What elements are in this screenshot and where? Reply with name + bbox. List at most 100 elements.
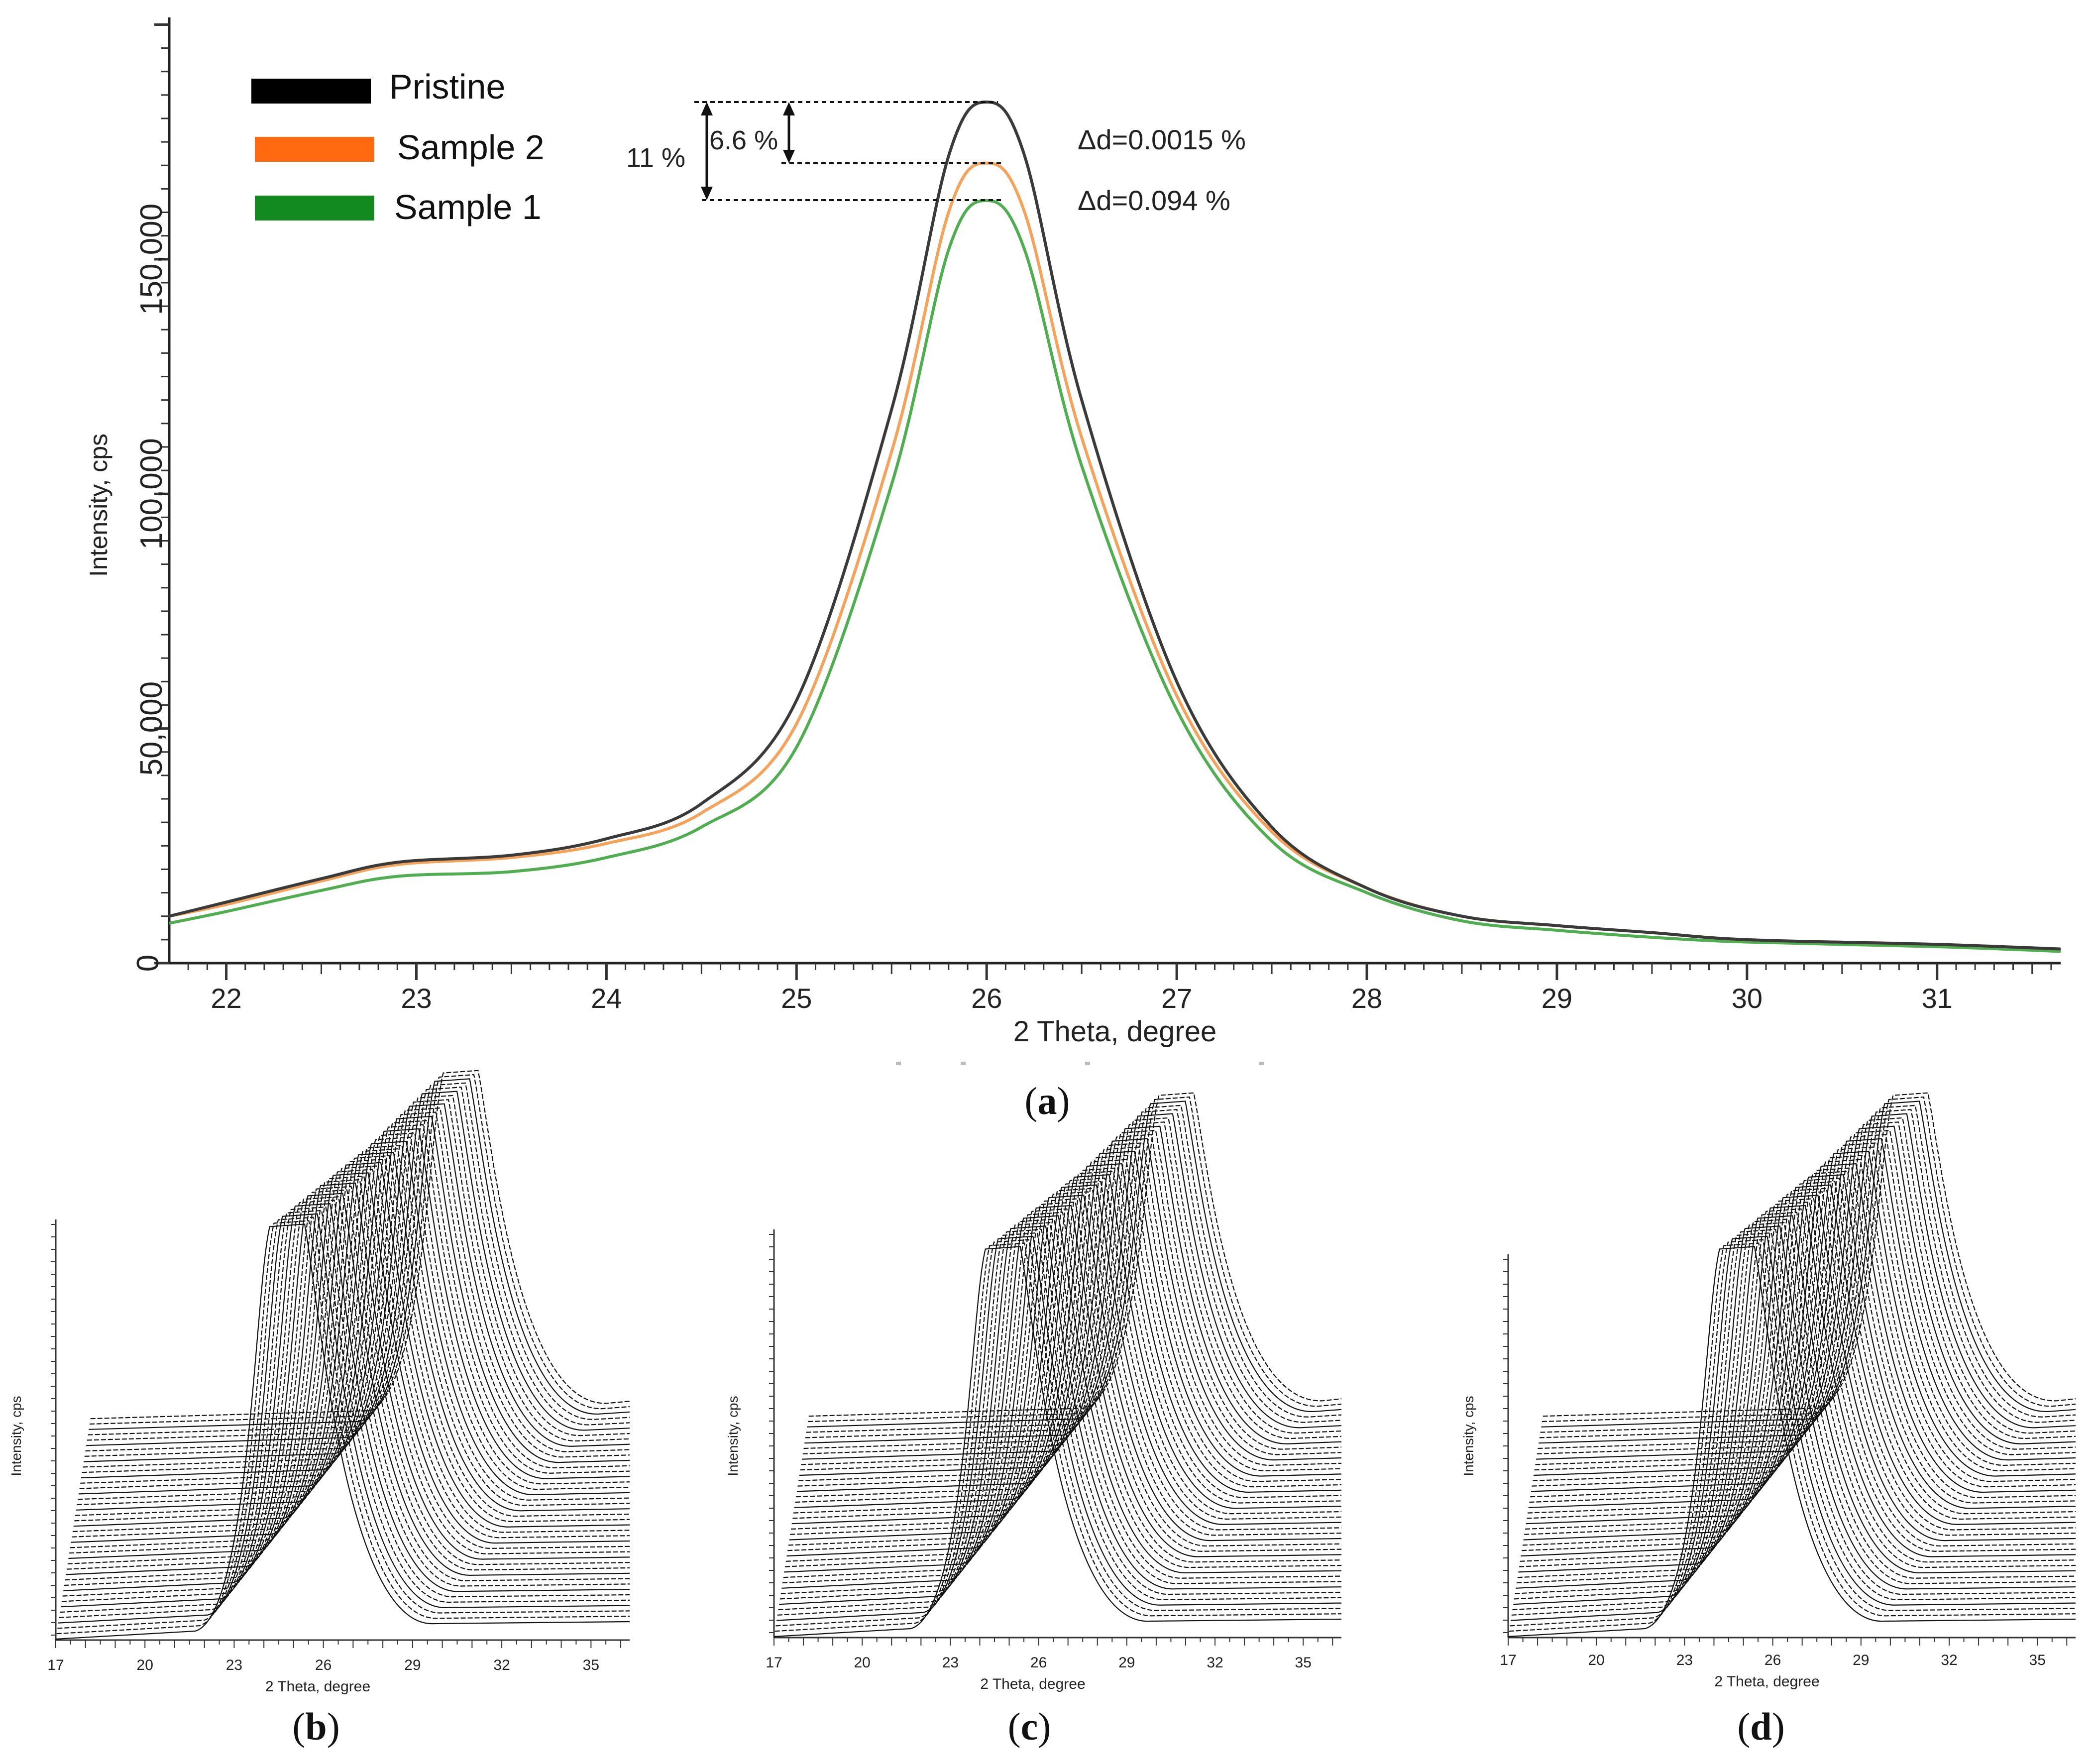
scan-trace (795, 1159, 1342, 1503)
arrow-outer-head-up (701, 102, 713, 115)
scan-trace (1533, 1138, 2076, 1476)
x-tick-label: 35 (1295, 1654, 1312, 1671)
x-axis-title: 2 Theta, degree (265, 1678, 370, 1695)
scan-trace (789, 1184, 1342, 1541)
scan-trace (778, 1228, 1342, 1611)
x-tick-label: 28 (1351, 983, 1382, 1014)
scan-trace (84, 1103, 630, 1462)
arrow-inner-head-up (783, 102, 795, 115)
arrow-outer-head-down (701, 187, 713, 200)
scan-trace (805, 1109, 1342, 1438)
scan-trace (1528, 1163, 2076, 1508)
series-line-sample-1 (169, 199, 2061, 953)
scan-trace (785, 1198, 1342, 1562)
panel-a-x-minor-ticks (187, 963, 2052, 980)
caption-a-letter: a (1038, 1079, 1057, 1122)
scan-trace (1529, 1159, 2076, 1503)
scan-trace (87, 1087, 630, 1441)
scan-trace (801, 1129, 1342, 1465)
caption-d: (d) (1737, 1705, 1784, 1748)
x-tick-label: 35 (583, 1657, 599, 1673)
scan-trace (798, 1142, 1342, 1481)
scan-trace (1541, 1101, 2076, 1428)
scan-trace (55, 1223, 630, 1640)
panel-a-chart: 0 50,000 100,000 150,000 22 23 24 25 26 27 28 29 30… (85, 17, 2061, 1065)
scan-trace (1533, 1142, 2076, 1481)
y-axis-title: Intensity, cps (1461, 1396, 1476, 1476)
scan-trace (75, 1145, 630, 1516)
x-axis-title: 2 Theta, degree (980, 1676, 1085, 1692)
scan-trace (77, 1136, 630, 1506)
scan-trace (788, 1188, 1342, 1546)
scan-trace (67, 1175, 630, 1564)
series-line-sample-2 (169, 161, 2061, 951)
y-tick-label: 100,000 (134, 438, 169, 550)
scan-trace (1522, 1188, 2076, 1546)
scan-trace (76, 1140, 630, 1511)
scan-trace (82, 1111, 630, 1473)
scan-trace (61, 1200, 630, 1602)
panel-a-series-lines (169, 101, 2061, 953)
scan-trace (808, 1092, 1342, 1417)
scan-trace (1543, 1092, 2076, 1417)
scan-trace (89, 1074, 630, 1425)
scan-trace (790, 1177, 1342, 1530)
legend-swatch-sample-2 (255, 137, 374, 162)
scan-trace (807, 1101, 1342, 1428)
x-tick-label: 25 (781, 983, 812, 1014)
legend: Pristine Sample 2 Sample 1 (251, 67, 545, 226)
scan-trace (1535, 1129, 2076, 1465)
scan-trace (71, 1162, 630, 1543)
scan-trace (1542, 1096, 2076, 1423)
scan-trace (1528, 1167, 2076, 1514)
x-tick-label: 22 (211, 983, 241, 1014)
scan-trace (782, 1212, 1342, 1584)
scan-trace (1508, 1246, 2076, 1638)
scan-trace (62, 1196, 630, 1597)
x-tick-label: 35 (2029, 1652, 2046, 1668)
scan-trace (81, 1115, 630, 1479)
caption-d-letter: d (1750, 1705, 1771, 1748)
legend-label-pristine: Pristine (389, 67, 505, 106)
scan-trace (61, 1203, 630, 1608)
scan-trace (776, 1235, 1342, 1621)
scan-trace (57, 1216, 630, 1629)
arrow-inner-head-down (783, 150, 795, 163)
scan-trace (1539, 1113, 2076, 1444)
annotation-outer-percent: 11 % (626, 143, 685, 173)
scan-trace (807, 1096, 1342, 1423)
x-tick-label: 17 (47, 1657, 64, 1673)
scan-trace (72, 1155, 630, 1533)
scan-trace (68, 1172, 630, 1559)
scan-trace (1514, 1222, 2076, 1600)
scan-trace (783, 1208, 1342, 1578)
x-tick-label: 26 (971, 983, 1002, 1014)
scan-trace (69, 1169, 630, 1554)
scan-trace (1517, 1208, 2076, 1578)
x-tick-label: 17 (766, 1654, 782, 1671)
scan-trace (90, 1070, 630, 1420)
panel-a-y-tick-labels: 0 50,000 100,000 150,000 (131, 204, 169, 972)
caption-c-letter: c (1021, 1705, 1038, 1748)
scan-trace (67, 1179, 630, 1570)
scan-trace (786, 1195, 1342, 1557)
annotation-delta-sample-1: Δd=0.094 % (1078, 185, 1230, 216)
panel-d-chart: 17 20 23 26 29 32 35 2 Theta, degree Intensity, … (1461, 1092, 2076, 1690)
scan-trace (1534, 1134, 2076, 1471)
scan-trace (1511, 1235, 2076, 1621)
scan-trace (1536, 1125, 2076, 1460)
scan-trace (64, 1189, 630, 1586)
scan-trace (63, 1193, 630, 1591)
scan-trace (73, 1151, 630, 1527)
caption-b: (b) (292, 1705, 339, 1748)
scan-trace (775, 1239, 1342, 1627)
panel-a-x-tick-labels: 22 23 24 25 26 27 28 29 30 31 (211, 983, 1952, 1014)
x-tick-label: 29 (1853, 1652, 1869, 1668)
scan-trace (86, 1091, 630, 1446)
scan-trace (78, 1132, 630, 1500)
scan-trace (774, 1242, 1342, 1632)
scan-trace (88, 1082, 630, 1435)
scan-trace (800, 1134, 1342, 1471)
x-tick-label: 17 (1500, 1652, 1516, 1668)
scan-trace (66, 1182, 630, 1575)
